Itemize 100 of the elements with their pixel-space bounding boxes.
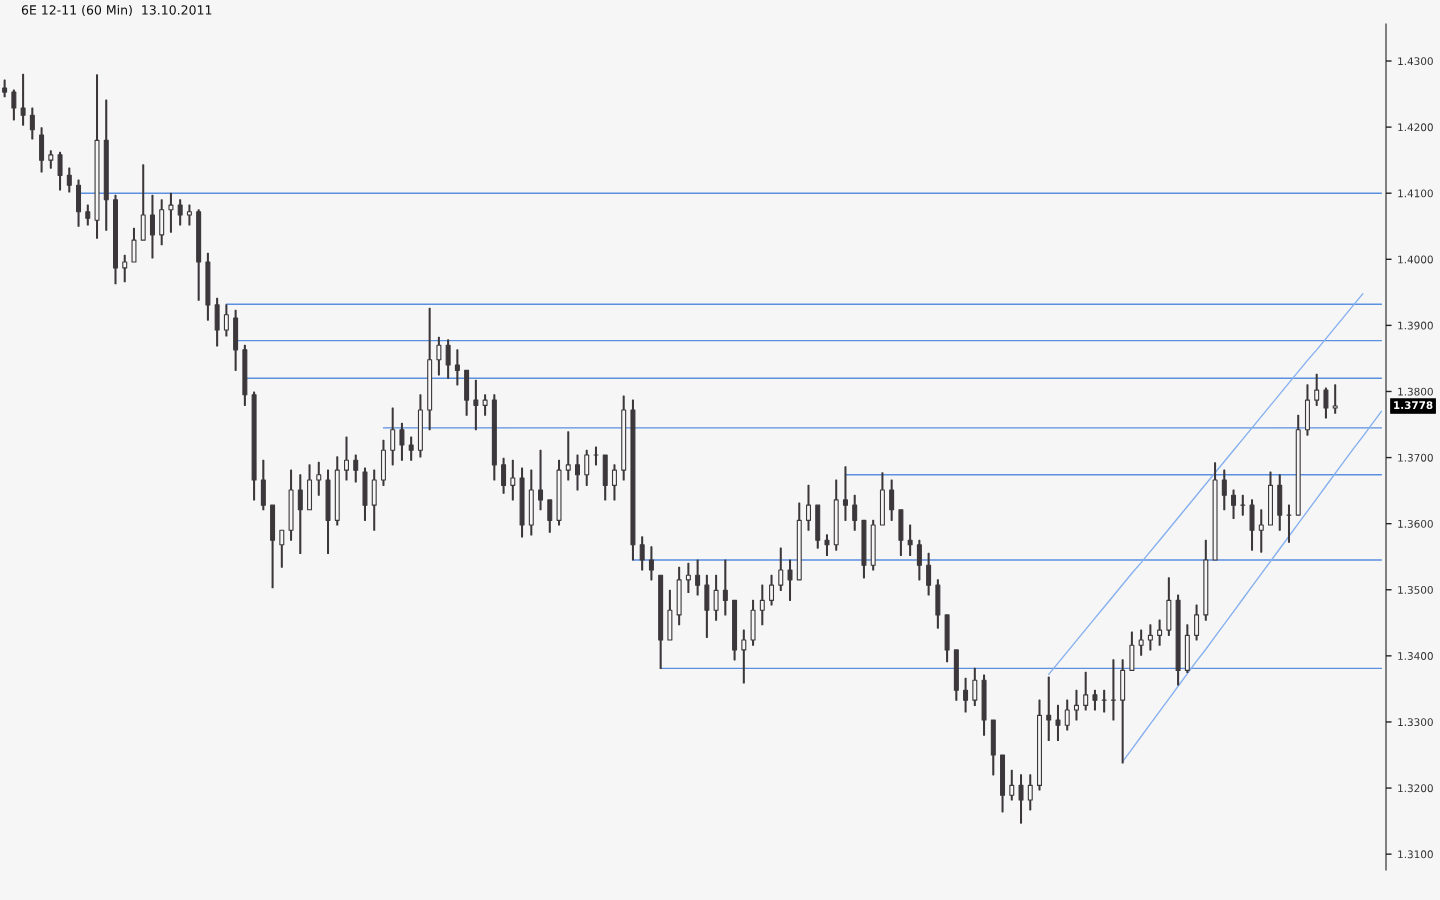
candlestick [852,494,858,531]
candlestick [297,474,303,554]
candlestick [667,589,673,641]
candlestick [29,107,35,140]
candlestick [390,407,396,466]
candlestick [1240,494,1246,516]
candlestick [1009,769,1015,801]
candlestick [196,209,202,301]
candlestick [833,479,839,551]
y-tick-label: 1.3900 [1398,321,1433,330]
candlestick [417,394,423,458]
candlestick [1092,689,1098,711]
candlestick [704,574,710,638]
candlestick [1203,539,1209,621]
candlestick [57,151,63,191]
candlestick [1157,619,1163,646]
candlestick [103,99,109,231]
candlestick [371,469,377,531]
candlestick [39,127,45,173]
y-tick-label: 1.3200 [1398,784,1433,793]
candlestick [732,599,738,661]
candlestick [1120,659,1126,764]
candlestick [48,150,54,169]
candlestick [1332,384,1338,414]
candlestick [1258,509,1264,553]
candlestick [722,559,728,616]
candlestick [1231,489,1237,519]
candlestick [1138,629,1144,656]
y-tick-label: 1.3400 [1398,652,1433,660]
chart-title: 6E 12-11 (60 Min) 13.10.2011 [21,4,212,17]
candlestick [251,391,257,501]
candlestick [519,467,525,538]
candlestick [584,449,590,486]
candlestick [1027,774,1033,811]
y-tick-label: 1.3300 [1398,718,1433,727]
candlestick [260,459,266,511]
candlestick [76,179,82,227]
y-tick-label: 1.3500 [1398,585,1433,594]
candlestick [1073,689,1079,721]
candlestick [454,349,460,386]
candlestick [695,559,701,596]
y-tick-label: 1.3600 [1398,519,1433,528]
candlestick [436,336,442,376]
candlestick [1194,604,1200,641]
candlestick [889,479,895,521]
candlestick [223,304,229,337]
candlestick [325,469,331,554]
candlestick [602,454,608,501]
candlestick [131,227,137,263]
candlestick [1314,373,1320,406]
candlestick [1129,631,1135,671]
y-tick-label: 1.3100 [1398,850,1433,859]
candlestick [575,454,580,491]
candlestick [1268,471,1273,526]
candlestick [445,339,451,379]
candlestick [611,464,617,501]
y-tick-label: 1.4300 [1398,57,1433,66]
candlestick [1147,624,1153,651]
candlestick [741,629,747,684]
candlestick [916,539,922,581]
candlestick [316,461,322,496]
candlestick [1286,504,1292,543]
y-tick-label: 1.4100 [1398,189,1433,198]
candlestick [870,519,876,571]
line-series [1121,410,1383,763]
candlestick [186,204,192,226]
candlestick [713,574,719,621]
text: 1.3778 [1394,401,1433,410]
candlestick [334,456,340,526]
candlestick [113,194,118,285]
candlestick [1037,699,1042,791]
candlestick [362,467,368,521]
candlestick [1295,414,1301,516]
candlestick [1166,577,1172,636]
candlestick [658,574,664,669]
candlestick [1018,774,1024,824]
candlestick [279,529,285,568]
candlestick [981,674,987,736]
candlestick [177,199,183,226]
candlestick [122,254,128,283]
candlestick [510,459,516,501]
candlestick [806,484,811,531]
candlestick [2,79,8,98]
candlestick [528,469,534,536]
candlestick [676,566,682,626]
candlestick [648,546,654,581]
y-tick-label: 1.4000 [1398,255,1433,264]
candlestick [1101,689,1107,713]
candlestick [140,164,146,241]
candlestick [547,499,553,533]
candlestick [344,436,349,481]
candlestick [1083,671,1089,711]
candlestick [94,74,100,239]
candlestick [85,204,91,226]
candlestick [750,599,756,646]
candlestick [233,309,239,371]
candlestick [759,584,765,626]
candlestick [11,89,17,121]
candlestick [778,547,784,591]
candlestick [491,394,497,481]
